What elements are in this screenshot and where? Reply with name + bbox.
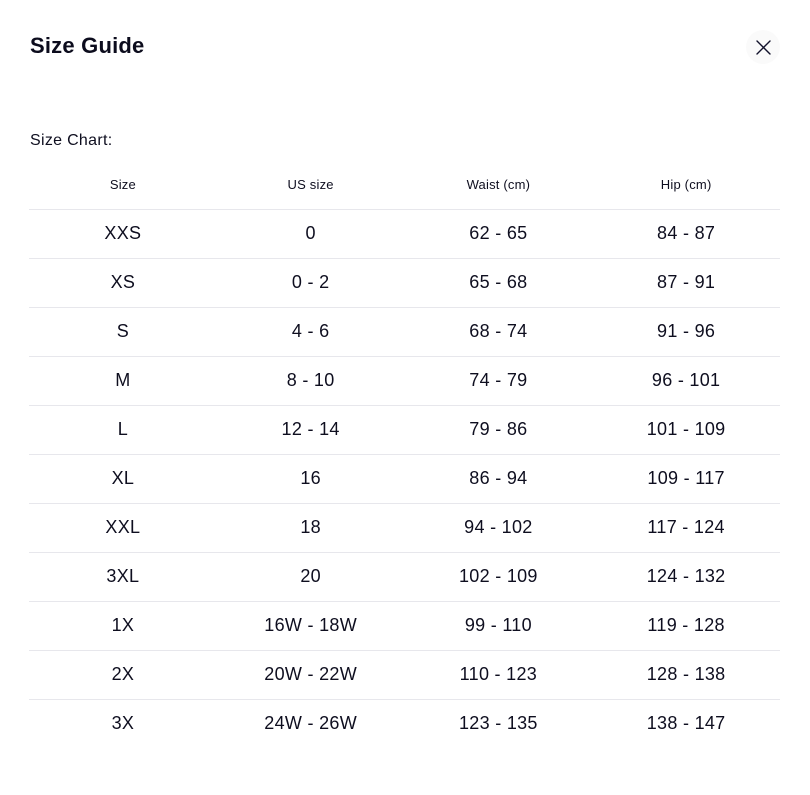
waist-cell: 74 - 79 (404, 356, 593, 406)
us-size-cell: 0 (216, 209, 405, 259)
waist-cell: 65 - 68 (404, 258, 593, 308)
column-header-waist: Waist (cm) (404, 160, 593, 210)
column-header-size: Size (29, 160, 217, 210)
page-title: Size Guide (30, 33, 145, 58)
table-row: 1X 16W - 18W 99 - 110 119 - 128 (29, 601, 780, 651)
table-row: XXL 18 94 - 102 117 - 124 (29, 503, 780, 553)
hip-cell: 96 - 101 (592, 356, 780, 406)
size-cell: S (29, 307, 217, 357)
close-icon (755, 39, 772, 56)
table-row: XS 0 - 2 65 - 68 87 - 91 (29, 258, 780, 308)
size-cell: L (29, 405, 217, 455)
waist-cell: 68 - 74 (404, 307, 593, 357)
waist-cell: 123 - 135 (458, 713, 538, 734)
table-row: 3XL 20 102 - 109 124 - 132 (29, 552, 780, 602)
waist-cell: 99 - 110 (404, 601, 593, 651)
us-size-cell: 16W - 18W (216, 601, 405, 651)
hip-cell: 138 - 147 (646, 713, 726, 734)
waist-cell: 94 - 102 (404, 503, 593, 553)
us-size-cell: 0 - 2 (216, 258, 405, 308)
us-size-cell: 24W - 26W (264, 713, 357, 734)
hip-cell: 124 - 132 (592, 552, 780, 602)
table-header: Size US size Waist (cm) Hip (cm) (29, 160, 780, 210)
us-size-cell: 20W - 22W (216, 650, 405, 700)
table-row: 2X 20W - 22W 110 - 123 128 - 138 (29, 650, 780, 700)
hip-cell: 91 - 96 (592, 307, 780, 357)
size-cell: 2X (29, 650, 217, 700)
hip-cell: 117 - 124 (592, 503, 780, 553)
table-row: XL 16 86 - 94 109 - 117 (29, 454, 780, 504)
size-cell: XL (29, 454, 217, 504)
size-cell: XXL (29, 503, 217, 553)
modal-header: Size Guide (0, 0, 810, 58)
hip-cell: 109 - 117 (592, 454, 780, 504)
table-row: M 8 - 10 74 - 79 96 - 101 (29, 356, 780, 406)
hip-cell: 87 - 91 (592, 258, 780, 308)
size-cell: XXS (29, 209, 217, 259)
waist-cell: 102 - 109 (404, 552, 593, 602)
header-row: Size US size Waist (cm) Hip (cm) (29, 160, 780, 210)
section-label: Size Chart: (30, 132, 113, 149)
us-size-cell: 18 (216, 503, 405, 553)
waist-cell: 62 - 65 (404, 209, 593, 259)
size-cell: 3XL (29, 552, 217, 602)
waist-cell: 110 - 123 (404, 650, 593, 700)
us-size-cell: 16 (216, 454, 405, 504)
size-cell: XS (29, 258, 217, 308)
size-cell: 1X (29, 601, 217, 651)
size-cell: M (29, 356, 217, 406)
hip-cell: 119 - 128 (592, 601, 780, 651)
hip-cell: 128 - 138 (592, 650, 780, 700)
hip-cell: 101 - 109 (592, 405, 780, 455)
table-body: XXS 0 62 - 65 84 - 87 XS 0 - 2 65 - 68 8… (29, 209, 780, 748)
column-header-hip: Hip (cm) (592, 160, 780, 210)
us-size-cell: 8 - 10 (216, 356, 405, 406)
close-button[interactable] (746, 30, 780, 64)
us-size-cell: 4 - 6 (216, 307, 405, 357)
table-row: L 12 - 14 79 - 86 101 - 109 (29, 405, 780, 455)
hip-cell: 84 - 87 (592, 209, 780, 259)
waist-cell: 86 - 94 (404, 454, 593, 504)
us-size-cell: 20 (216, 552, 405, 602)
table-row: 3X 24W - 26W 123 - 135 138 - 147 (29, 699, 780, 748)
table-row: S 4 - 6 68 - 74 91 - 96 (29, 307, 780, 357)
waist-cell: 79 - 86 (404, 405, 593, 455)
us-size-cell: 12 - 14 (216, 405, 405, 455)
size-chart-table: Size US size Waist (cm) Hip (cm) XXS 0 6… (29, 160, 780, 748)
size-cell: 3X (111, 713, 135, 734)
table-row: XXS 0 62 - 65 84 - 87 (29, 209, 780, 259)
column-header-us-size: US size (216, 160, 405, 210)
